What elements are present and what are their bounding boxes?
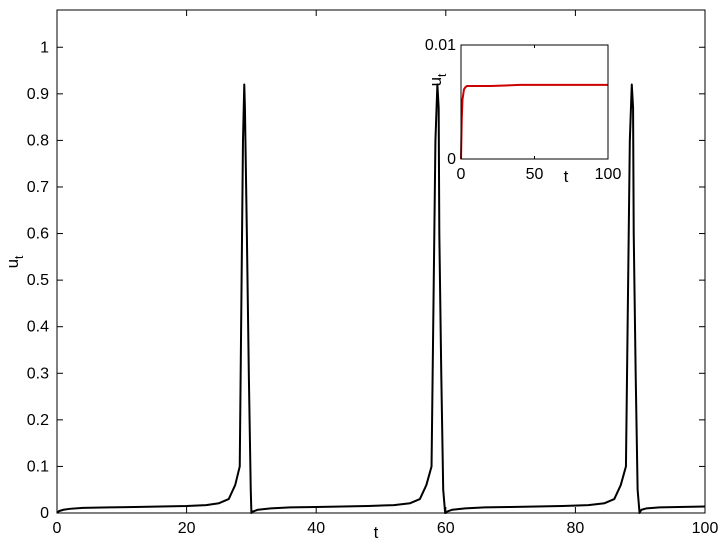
y-tick-label: 0.9 xyxy=(27,86,49,103)
y-tick-label: 0.2 xyxy=(27,412,49,429)
x-tick-label: 60 xyxy=(437,520,455,537)
y-tick-label: 0.8 xyxy=(27,132,49,149)
main-plot-marks xyxy=(56,83,706,514)
inset-plot-ticks: 0 50 100 0 0.01 xyxy=(425,37,622,183)
y-tick-label: 0.1 xyxy=(27,458,49,475)
x-tick-label: 100 xyxy=(595,166,622,183)
x-tick-label: 40 xyxy=(307,520,325,537)
y-tick-label: 0.5 xyxy=(27,272,49,289)
inset-y-axis-label: ut xyxy=(426,73,449,86)
y-tick-label: 0.4 xyxy=(27,319,49,336)
main-y-axis-label: ut xyxy=(3,255,26,268)
x-tick-label: 100 xyxy=(692,520,719,537)
inset-plot-marks xyxy=(460,83,608,160)
main-plot: 0 20 40 60 80 10000.10.20.30.40.50.60.70.80.9… xyxy=(3,9,719,542)
inset-y-axis-label-subscript: t xyxy=(435,73,449,77)
y-tick-label: 0.7 xyxy=(27,179,49,196)
y-tick-label: 0.3 xyxy=(27,365,49,382)
main-x-axis-label: t xyxy=(374,523,379,542)
main-y-axis-label-subscript: t xyxy=(12,255,26,259)
x-tick-label: 80 xyxy=(567,520,585,537)
main-plot-ticks: 0 20 40 60 80 10000.10.20.30.40.50.60.70.80.9… xyxy=(27,10,719,537)
y-tick-label: 0 xyxy=(40,505,49,522)
y-tick-label: 0.01 xyxy=(425,37,456,54)
inset-x-axis-label: t xyxy=(564,167,569,186)
x-tick-label: 20 xyxy=(178,520,196,537)
y-tick-label: 0.6 xyxy=(27,226,49,243)
inset-y-axis-label-base: u xyxy=(426,77,445,86)
x-tick-label: 0 xyxy=(53,520,62,537)
series-line-0 xyxy=(460,83,608,160)
main-y-axis-label-base: u xyxy=(3,259,22,268)
y-tick-label: 1 xyxy=(40,39,49,56)
y-tick-label: 0 xyxy=(447,151,456,168)
x-tick-label: 50 xyxy=(526,166,544,183)
x-tick-label: 0 xyxy=(457,166,466,183)
inset-plot-background xyxy=(461,45,608,159)
series-line-0 xyxy=(56,83,706,514)
main-plot-frame xyxy=(56,9,706,514)
